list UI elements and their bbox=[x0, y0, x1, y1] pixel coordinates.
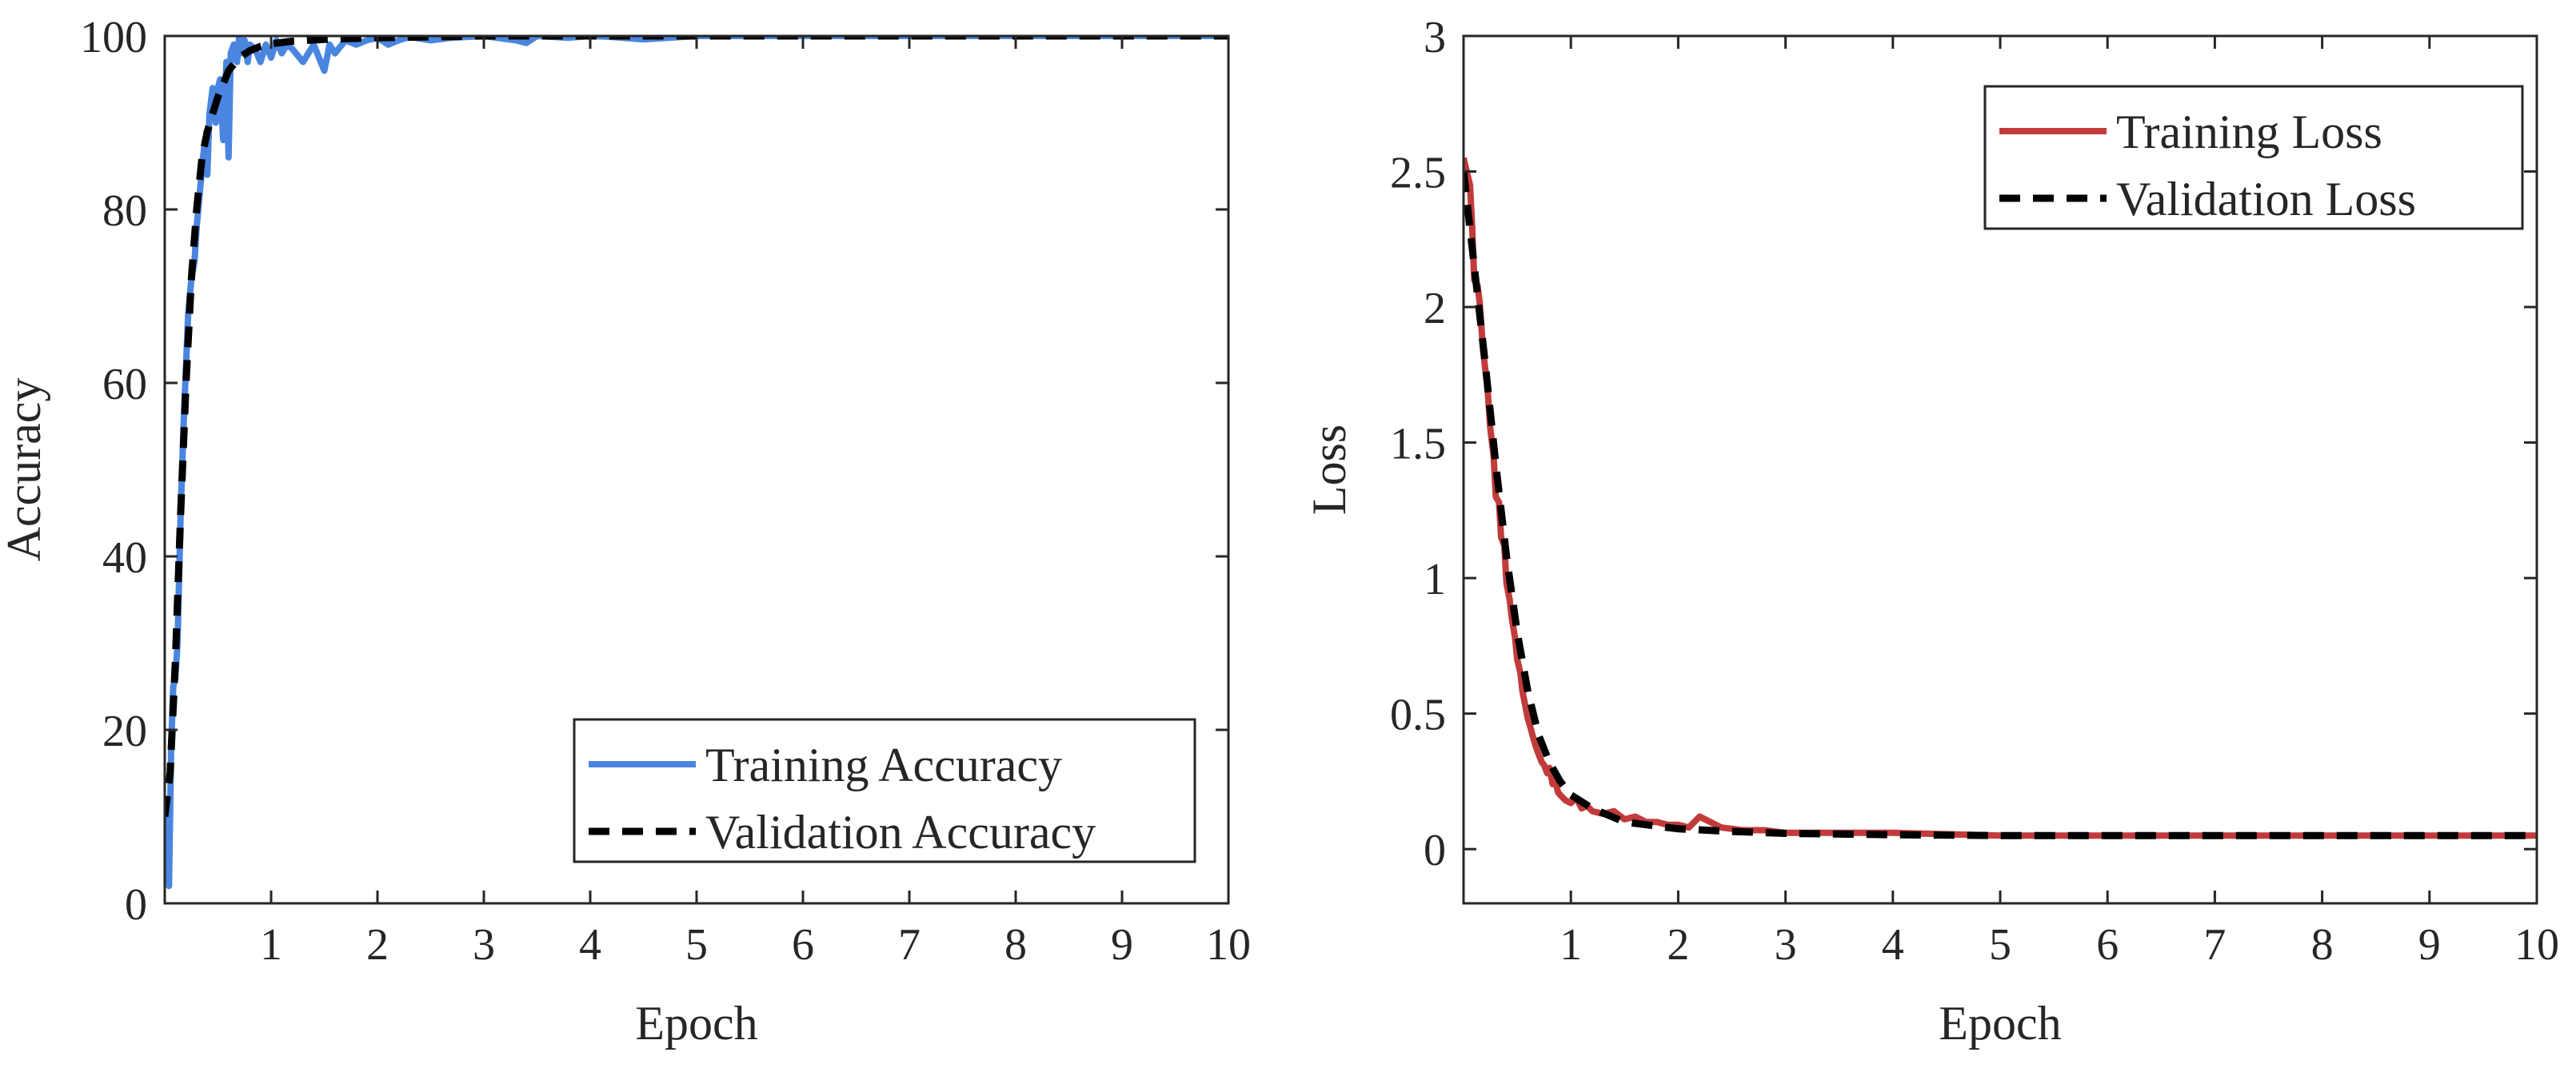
y-tick-label: 60 bbox=[102, 360, 147, 409]
x-tick-label: 7 bbox=[898, 920, 921, 970]
x-axis-title: Epoch bbox=[635, 997, 757, 1050]
y-tick-label: 2 bbox=[1424, 284, 1446, 333]
x-tick-label: 6 bbox=[792, 920, 814, 970]
x-tick-label: 1 bbox=[260, 920, 282, 970]
legend: Training Loss Validation Loss bbox=[1983, 85, 2524, 230]
x-tick-label: 2 bbox=[366, 920, 389, 970]
y-tick-label: 0 bbox=[1424, 826, 1446, 875]
y-tick-label: 0.5 bbox=[1390, 691, 1446, 740]
x-tick-label: 1 bbox=[1560, 920, 1582, 970]
x-tick-label: 5 bbox=[685, 920, 708, 970]
y-tick-label: 1 bbox=[1424, 555, 1446, 604]
x-tick-label: 4 bbox=[1882, 920, 1904, 970]
y-tick-label: 3 bbox=[1424, 13, 1446, 62]
x-tick-label: 4 bbox=[579, 920, 601, 970]
x-tick-label: 7 bbox=[2203, 920, 2226, 970]
x-tick-label: 9 bbox=[1111, 920, 1133, 970]
legend: Training Accuracy Validation Accuracy bbox=[573, 718, 1196, 863]
x-tick-label: 10 bbox=[1206, 920, 1251, 970]
x-tick-label: 5 bbox=[1989, 920, 2011, 970]
x-tick-label: 2 bbox=[1667, 920, 1689, 970]
x-axis-title: Epoch bbox=[1939, 997, 2061, 1050]
x-tick-label: 10 bbox=[2514, 920, 2559, 970]
y-axis-title: Accuracy bbox=[0, 378, 50, 562]
y-tick-label: 0 bbox=[125, 880, 147, 930]
y-axis-title: Loss bbox=[1303, 424, 1356, 515]
y-tick-label: 40 bbox=[102, 533, 147, 583]
x-tick-label: 9 bbox=[2418, 920, 2441, 970]
legend-label: Training Accuracy bbox=[705, 739, 1062, 791]
y-tick-label: 1.5 bbox=[1390, 420, 1446, 469]
legend-label: Training Loss bbox=[2116, 106, 2382, 158]
legend-label: Validation Accuracy bbox=[705, 806, 1096, 859]
loss-chart: 1 2 3 4 5 6 7 8 9 10 0 0.5 1 1.5 2 2.5 3 Epoch Loss Trainin… bbox=[1303, 13, 2559, 1050]
series-line-validation-accuracy bbox=[165, 36, 1228, 818]
legend-box bbox=[573, 718, 1196, 863]
x-tick-label: 3 bbox=[473, 920, 495, 970]
y-tick-label: 20 bbox=[102, 707, 147, 756]
y-tick-label: 100 bbox=[80, 13, 147, 62]
legend-label: Validation Loss bbox=[2116, 173, 2416, 225]
x-tick-label: 6 bbox=[2096, 920, 2119, 970]
legend-box bbox=[1983, 85, 2524, 230]
y-tick-label: 2.5 bbox=[1390, 149, 1446, 198]
x-tick-label: 3 bbox=[1775, 920, 1797, 970]
series-line-validation-loss bbox=[1464, 170, 2537, 839]
y-tick-label: 80 bbox=[102, 186, 147, 236]
x-tick-label: 8 bbox=[1004, 920, 1027, 970]
series-line-training-loss bbox=[1464, 157, 2537, 839]
x-tick-label: 8 bbox=[2311, 920, 2334, 970]
accuracy-chart: 1 2 3 4 5 6 7 8 9 10020406080100EpochAccuracyTrai… bbox=[0, 13, 1251, 1050]
